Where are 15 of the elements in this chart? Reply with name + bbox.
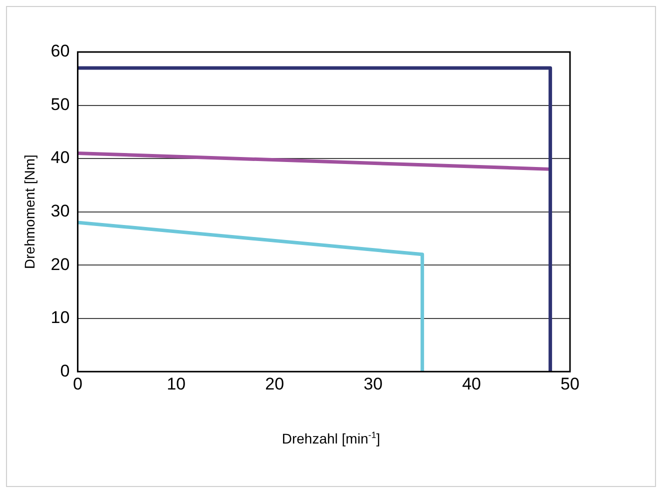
- y-tick-label: 50: [50, 94, 70, 114]
- y-tick-label: 40: [50, 148, 70, 168]
- y-tick-label: 30: [50, 201, 70, 220]
- x-tick-label: 30: [364, 374, 383, 394]
- x-tick-label: 50: [560, 374, 580, 394]
- x-axis-title: Drehzahl [min$^{-1}$]: [280, 430, 382, 447]
- y-axis-title: Drehmoment [Nm]: [21, 154, 38, 269]
- y-tick-label: 20: [50, 254, 70, 274]
- x-tick-label: 10: [166, 374, 186, 394]
- y-tick-label: 60: [50, 42, 70, 61]
- y-tick-label: 0: [60, 361, 70, 380]
- y-tick-label: 10: [50, 308, 70, 328]
- x-tick-label: 20: [265, 374, 284, 394]
- x-tick-label: 0: [72, 374, 82, 394]
- x-tick-label: 40: [462, 374, 482, 394]
